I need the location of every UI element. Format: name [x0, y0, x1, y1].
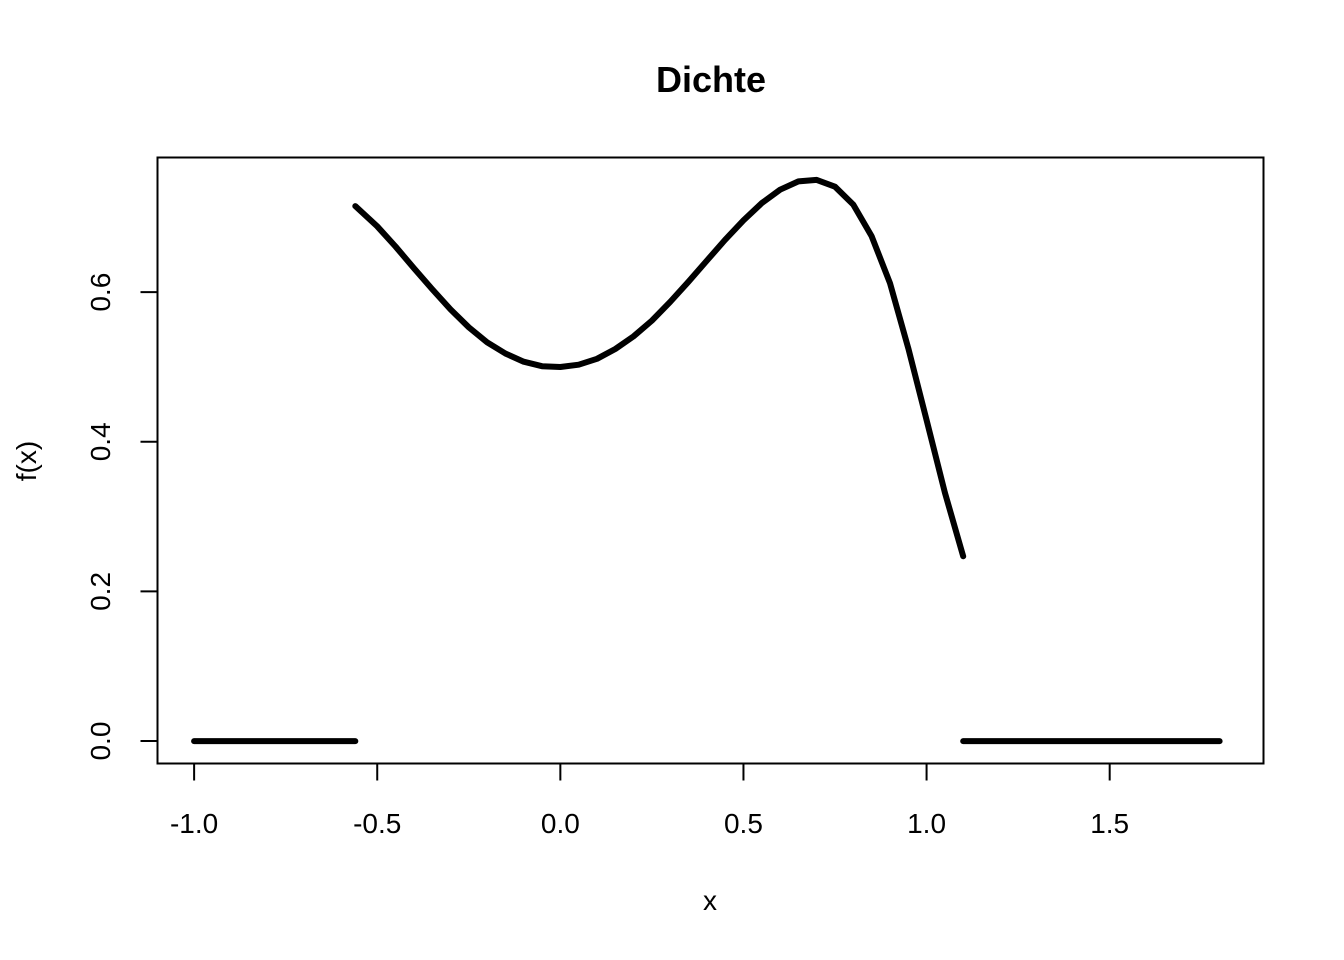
- y-tick-label: 0.6: [85, 273, 116, 312]
- y-axis-label: f(x): [11, 441, 42, 481]
- plot-area-border: [156, 156, 1265, 765]
- x-tick-label: -1.0: [170, 808, 218, 839]
- x-tick-label: 0.0: [541, 808, 580, 839]
- series-layer: [191, 176, 1223, 745]
- chart-title: Dichte: [656, 59, 766, 100]
- y-tick-label: 0.0: [85, 722, 116, 761]
- x-tick-label: 1.0: [907, 808, 946, 839]
- y-axis: 0.0 0.2 0.4 0.6: [85, 273, 159, 761]
- x-axis-label: x: [703, 885, 717, 916]
- x-axis: -1.0 -0.5 0.0 0.5 1.0 1.5: [170, 762, 1129, 839]
- x-tick-label: 0.5: [724, 808, 763, 839]
- x-tick-label: 1.5: [1090, 808, 1129, 839]
- x-tick-label: -0.5: [353, 808, 401, 839]
- y-tick-label: 0.4: [85, 422, 116, 461]
- series-line-2: [352, 176, 967, 560]
- y-tick-label: 0.2: [85, 572, 116, 611]
